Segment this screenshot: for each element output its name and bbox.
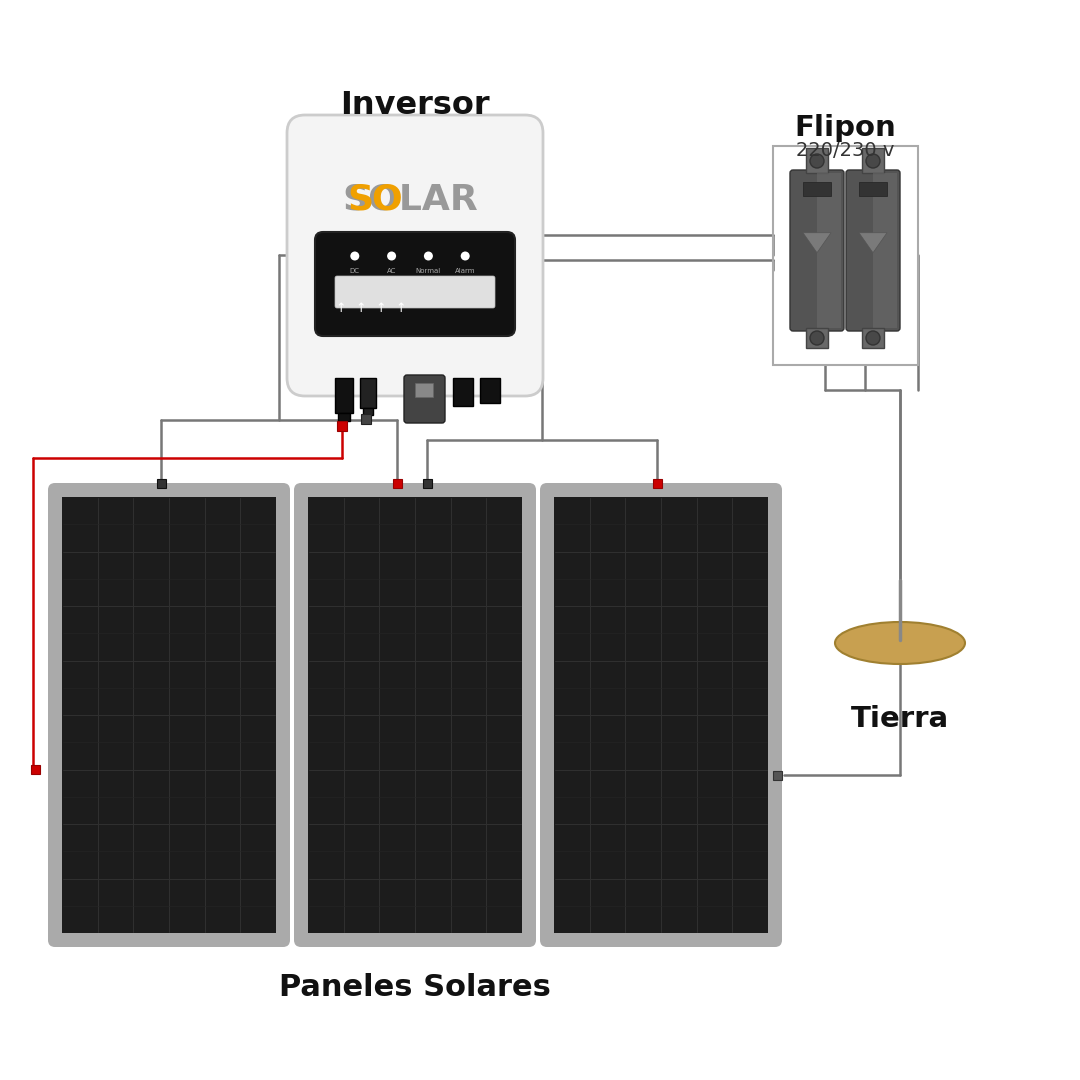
Polygon shape (873, 173, 897, 328)
FancyBboxPatch shape (48, 483, 291, 947)
Circle shape (461, 252, 470, 260)
Polygon shape (804, 233, 831, 253)
Bar (806, 328, 828, 348)
Text: Normal: Normal (416, 268, 441, 274)
Bar (423, 480, 432, 488)
Bar (31, 765, 40, 774)
Ellipse shape (835, 622, 966, 664)
Text: DC: DC (350, 268, 360, 274)
Bar (804, 183, 831, 195)
Bar (862, 328, 885, 348)
Text: Inversor: Inversor (340, 90, 490, 121)
Text: Paneles Solares: Paneles Solares (279, 973, 551, 1002)
Bar (393, 480, 402, 488)
Bar (862, 148, 885, 173)
Bar (480, 378, 500, 403)
Bar (308, 497, 522, 933)
Bar (335, 378, 353, 413)
Bar (453, 378, 473, 406)
Bar (363, 408, 373, 415)
Text: AC: AC (387, 268, 396, 274)
FancyBboxPatch shape (404, 375, 445, 423)
Text: SOLAR: SOLAR (342, 183, 477, 217)
FancyBboxPatch shape (294, 483, 536, 947)
Polygon shape (816, 173, 841, 328)
Circle shape (866, 330, 880, 345)
Circle shape (423, 252, 433, 260)
FancyBboxPatch shape (335, 276, 495, 308)
Bar (157, 480, 166, 488)
Text: ↑: ↑ (395, 301, 406, 314)
Circle shape (387, 252, 396, 260)
FancyBboxPatch shape (846, 170, 900, 330)
Circle shape (866, 154, 880, 168)
Circle shape (350, 252, 360, 260)
Text: ↑: ↑ (376, 301, 387, 314)
Text: ↑: ↑ (336, 301, 347, 314)
FancyBboxPatch shape (287, 114, 543, 396)
Polygon shape (859, 233, 887, 253)
Text: O: O (372, 183, 403, 217)
Circle shape (810, 330, 824, 345)
Bar (773, 146, 918, 365)
FancyBboxPatch shape (789, 170, 843, 330)
Bar (554, 497, 768, 933)
Bar (337, 421, 347, 431)
Bar (653, 480, 662, 488)
Text: Tierra: Tierra (851, 705, 949, 733)
Bar (415, 383, 433, 397)
Text: ↑: ↑ (355, 301, 366, 314)
Text: Alarm: Alarm (455, 268, 475, 274)
Text: S: S (347, 183, 373, 217)
Text: Flipon: Flipon (794, 114, 896, 141)
Bar (361, 414, 372, 424)
Circle shape (810, 154, 824, 168)
Bar (338, 413, 350, 421)
Bar (806, 148, 828, 173)
FancyBboxPatch shape (315, 232, 515, 336)
Bar (859, 183, 887, 195)
Bar (773, 771, 782, 780)
FancyBboxPatch shape (540, 483, 782, 947)
Bar (62, 497, 276, 933)
Bar (360, 378, 376, 408)
Text: 220/230 v: 220/230 v (796, 140, 894, 160)
